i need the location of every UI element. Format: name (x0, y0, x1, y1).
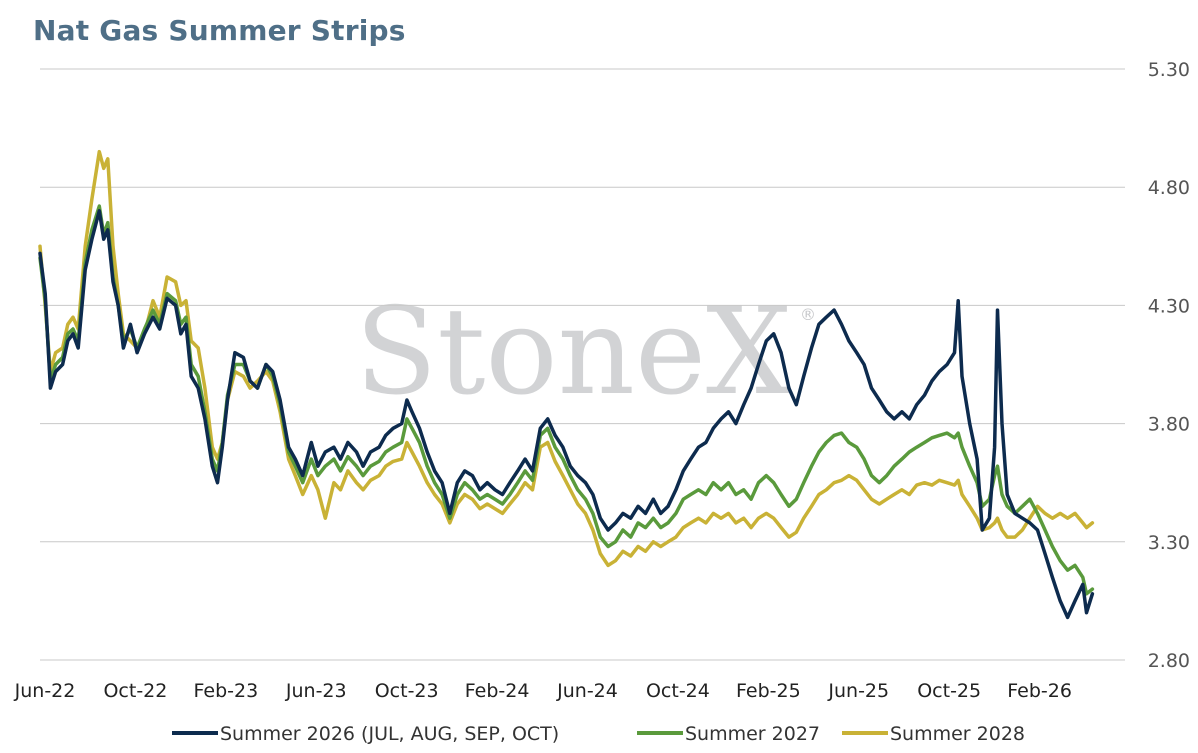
y-axis: 2.80 3.30 3.80 4.30 4.80 5.30 (1148, 59, 1190, 672)
y-tick-label: 3.30 (1148, 532, 1190, 554)
series-lines (38, 149, 1095, 620)
legend-label: Summer 2027 (685, 723, 820, 745)
x-tick-label: Feb-23 (193, 680, 258, 702)
x-tick-label: Jun-23 (285, 680, 347, 702)
x-tick-label: Feb-25 (736, 680, 801, 702)
chart-title: Nat Gas Summer Strips (33, 14, 406, 47)
legend: Summer 2026 (JUL, AUG, SEP, OCT) Summer 2… (172, 723, 1025, 745)
series-line-0 (38, 209, 1095, 620)
legend-label: Summer 2028 (890, 723, 1025, 745)
legend-label: Summer 2026 (JUL, AUG, SEP, OCT) (220, 723, 559, 745)
x-tick-label: Oct-25 (917, 680, 981, 702)
y-tick-label: 2.80 (1148, 650, 1190, 672)
y-tick-label: 4.80 (1148, 177, 1190, 199)
y-tick-label: 3.80 (1148, 414, 1190, 436)
watermark-registered-mark: ® (800, 305, 816, 324)
watermark-logo: StoneX ® (355, 283, 816, 422)
x-tick-label: Jun-22 (14, 680, 76, 702)
x-tick-label: Jun-24 (556, 680, 618, 702)
watermark-text: StoneX (355, 283, 791, 422)
x-tick-label: Feb-26 (1007, 680, 1072, 702)
x-tick-label: Oct-24 (646, 680, 710, 702)
gridlines (40, 68, 1125, 661)
y-tick-label: 5.30 (1148, 59, 1190, 81)
x-tick-label: Feb-24 (465, 680, 530, 702)
y-tick-label: 4.30 (1148, 295, 1190, 317)
x-tick-label: Jun-25 (827, 680, 889, 702)
x-axis: Jun-22 Oct-22 Feb-23 Jun-23 Oct-23 Feb-24 Jun-… (14, 680, 1072, 702)
x-tick-label: Oct-22 (103, 680, 167, 702)
series-line-2 (38, 149, 1095, 568)
x-tick-label: Oct-23 (375, 680, 439, 702)
